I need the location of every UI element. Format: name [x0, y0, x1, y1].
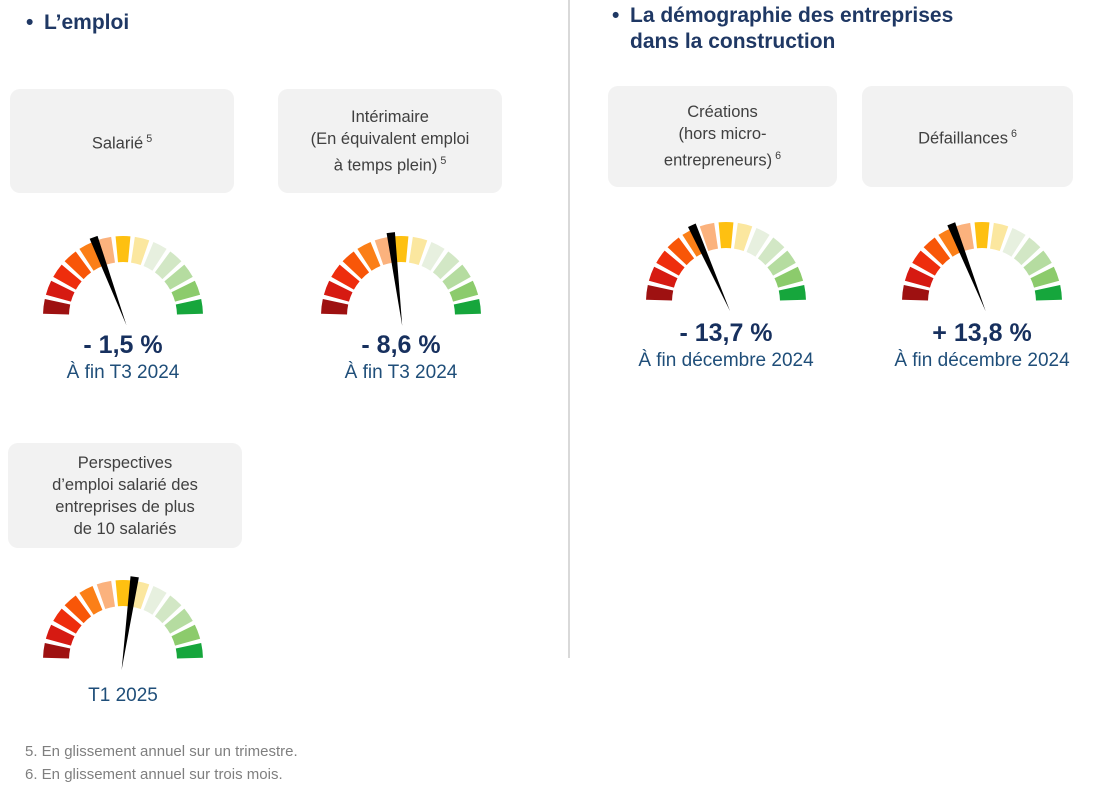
section-divider [568, 0, 570, 658]
gauge-defaillances [902, 222, 1062, 312]
card-line: de 10 salariés [73, 519, 177, 538]
gauge-period: À fin décembre 2024 [894, 350, 1070, 371]
reading-salarie: - 1,5 % À fin T3 2024 [3, 331, 243, 385]
card-salarie: Salarié 5 [10, 89, 234, 193]
gauge-perspectives [43, 576, 203, 670]
card-line: (En équivalent emploi [310, 129, 470, 148]
gauge-needle [947, 222, 986, 312]
gauge-period: T1 2025 [88, 685, 158, 706]
gauge-needle [121, 576, 139, 670]
gauge-period: À fin T3 2024 [344, 362, 458, 383]
section-title-emploi: • L’emploi [26, 10, 326, 36]
card-interimaire: Intérimaire (En équivalent emploi à temp… [278, 89, 502, 193]
card-line: entreprises de plus [55, 497, 195, 516]
card-line: Intérimaire [351, 107, 429, 126]
reading-defaillances: + 13,8 % À fin décembre 2024 [862, 319, 1094, 373]
gauge-needle [688, 223, 731, 312]
section-title-demographie-label: La démographie des entreprises dans la c… [630, 3, 953, 55]
card-label: Salarié [91, 134, 144, 153]
section-title-demographie: • La démographie des entreprises dans la… [612, 3, 1052, 55]
gauge-salarie [43, 235, 203, 326]
gauge-interimaire [321, 232, 481, 326]
card-perspectives: Perspectives d’emploi salarié des entrep… [8, 443, 242, 548]
footnote-marker: 6 [1010, 128, 1017, 141]
bullet-icon: • [26, 11, 34, 34]
card-line: Perspectives [77, 453, 173, 472]
gauge-value: - 8,6 % [361, 331, 441, 359]
gauge-value: + 13,8 % [932, 319, 1032, 347]
card-label: à temps plein) [333, 156, 438, 175]
gauge-needle [386, 232, 403, 326]
gauge-period: À fin décembre 2024 [638, 350, 814, 371]
footnote-6: 6. En glissement annuel sur trois mois. [25, 766, 283, 783]
card-creations: Créations (hors micro- entrepreneurs) 6 [608, 86, 837, 187]
card-line: entrepreneurs) 6 [664, 145, 781, 172]
gauge-value: - 13,7 % [679, 319, 773, 347]
reading-interimaire: - 8,6 % À fin T3 2024 [281, 331, 521, 385]
bullet-icon: • [612, 4, 620, 27]
footnote-marker: 5 [146, 132, 153, 145]
card-line: à temps plein) 5 [334, 150, 447, 177]
gauge-value: - 1,5 % [83, 331, 163, 359]
card-line: d’emploi salarié des [52, 475, 198, 494]
card-label: entrepreneurs) [663, 151, 773, 170]
card-label: Défaillances [918, 129, 1008, 148]
gauge-needle [89, 235, 127, 326]
gauge-period: À fin T3 2024 [66, 362, 180, 383]
card-line: Salarié 5 [92, 128, 152, 155]
footnote-5: 5. En glissement annuel sur un trimestre… [25, 743, 298, 760]
reading-perspectives: T1 2025 [3, 682, 243, 708]
card-line: Défaillances 6 [918, 123, 1017, 150]
title-line-1: La démographie des entreprises [630, 4, 954, 27]
card-line: (hors micro- [678, 125, 767, 144]
footnotes: 5. En glissement annuel sur un trimestre… [25, 740, 625, 786]
card-line: Créations [687, 103, 758, 122]
card-defaillances: Défaillances 6 [862, 86, 1073, 187]
reading-creations: - 13,7 % À fin décembre 2024 [606, 319, 846, 373]
gauge-creations [646, 222, 806, 312]
section-title-emploi-label: L’emploi [44, 11, 130, 34]
title-line-2: dans la construction [630, 30, 836, 53]
footnote-marker: 5 [440, 154, 447, 167]
footnote-marker: 6 [775, 150, 782, 163]
